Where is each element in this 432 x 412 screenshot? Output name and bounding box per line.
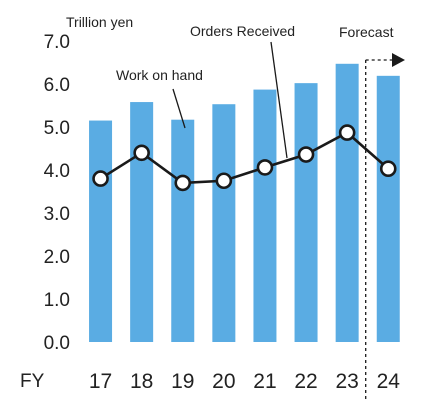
work-on-hand-point-fy18 xyxy=(133,144,150,162)
bar-fy19 xyxy=(171,119,195,342)
y-tick-label: 5.0 xyxy=(44,118,70,139)
forecast-label: Forecast xyxy=(339,24,394,40)
bar-fy18 xyxy=(130,102,154,342)
y-tick-label: 6.0 xyxy=(44,75,70,96)
x-tick-labels: 17 18 19 20 21 22 23 24 xyxy=(89,370,400,393)
forecast-group: Forecast xyxy=(339,24,405,400)
x-tick-label: 17 xyxy=(89,370,112,393)
work-on-hand-point-fy20 xyxy=(215,172,233,190)
y-tick-labels: 0.0 1.0 2.0 3.0 4.0 5.0 6.0 7.0 xyxy=(44,32,70,354)
work-on-hand-point-fy22 xyxy=(297,146,315,163)
work-on-hand-leader xyxy=(172,88,186,129)
x-tick-label: 19 xyxy=(171,370,194,393)
x-tick-label: 24 xyxy=(377,370,401,393)
y-tick-label: 4.0 xyxy=(44,161,70,182)
y-tick-label: 0.0 xyxy=(44,333,70,354)
bar-fy22 xyxy=(294,83,318,342)
y-tick-label: 3.0 xyxy=(44,204,70,225)
work-on-hand-series xyxy=(92,124,397,192)
bar-fy17 xyxy=(89,120,113,342)
work-on-hand-callout: Work on hand xyxy=(116,67,203,83)
y-tick-label: 2.0 xyxy=(44,247,70,268)
x-tick-label: 21 xyxy=(253,370,276,393)
bars-group xyxy=(89,63,400,343)
work-on-hand-point-fy23 xyxy=(338,124,356,141)
bar-fy23 xyxy=(335,63,359,342)
x-tick-label: 20 xyxy=(212,370,235,393)
y-tick-label: 7.0 xyxy=(44,32,70,53)
bar-fy20 xyxy=(212,104,236,343)
y-tick-label: 1.0 xyxy=(44,290,70,311)
work-on-hand-point-fy19 xyxy=(174,174,192,192)
work-on-hand-point-fy21 xyxy=(256,159,274,176)
orders-received-leader xyxy=(270,41,288,159)
unit-label: Trillion yen xyxy=(66,14,133,30)
x-axis-label: FY xyxy=(20,371,45,392)
work-on-hand-point-fy24 xyxy=(379,160,397,178)
bar-fy24 xyxy=(376,75,400,342)
callouts-group: Orders Received Work on hand xyxy=(116,23,295,159)
orders-received-callout: Orders Received xyxy=(190,23,295,39)
bar-fy21 xyxy=(253,89,277,342)
x-tick-label: 22 xyxy=(294,370,317,393)
work-on-hand-point-fy17 xyxy=(92,170,109,187)
forecast-arrowhead xyxy=(392,53,405,67)
x-tick-label: 23 xyxy=(335,370,358,393)
x-tick-label: 18 xyxy=(130,370,153,393)
